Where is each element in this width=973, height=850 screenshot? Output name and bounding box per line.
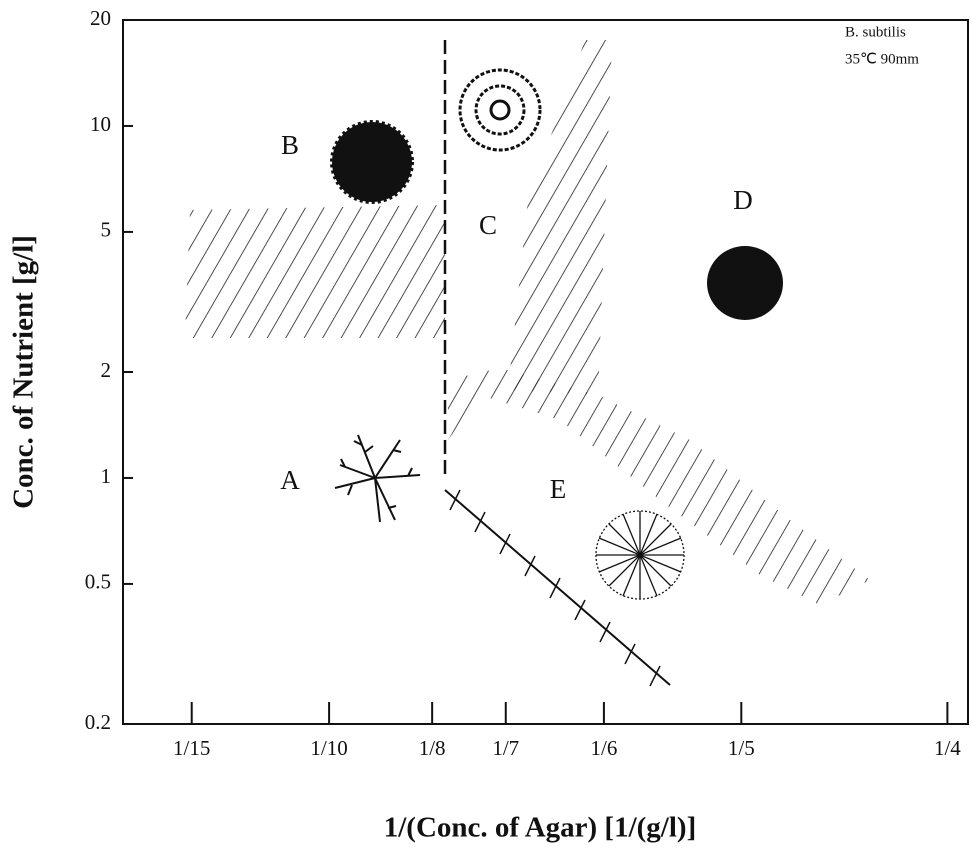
x-tick-label: 1/4	[934, 736, 961, 760]
region-label: B	[281, 130, 299, 160]
y-tick-label: 0.5	[85, 570, 111, 594]
x-tick-label: 1/7	[492, 736, 519, 760]
hatched-boundary	[448, 368, 870, 605]
x-tick-label: 1/10	[310, 736, 347, 760]
y-tick-label: 20	[90, 6, 111, 30]
hatched-boundary	[185, 205, 445, 338]
colony-concentric	[458, 68, 542, 152]
colony-dla	[334, 434, 421, 523]
colony-compact	[330, 120, 414, 204]
region-label: A	[280, 465, 300, 495]
region-label: C	[479, 210, 497, 240]
x-tick-label: 1/15	[173, 736, 210, 760]
colony-homogeneous	[707, 246, 783, 320]
x-axis-title: 1/(Conc. of Agar) [1/(g/l)]	[384, 812, 697, 844]
y-tick-label: 0.2	[85, 710, 111, 734]
region-label: E	[550, 474, 567, 504]
hatched-boundary	[508, 40, 612, 395]
y-tick-label: 1	[101, 464, 112, 488]
region-label: D	[733, 185, 753, 215]
annotation: B. subtilis	[845, 24, 906, 40]
y-axis-title: Conc. of Nutrient [g/l]	[8, 235, 40, 509]
y-tick-label: 2	[101, 358, 112, 382]
boundary-line	[444, 489, 671, 686]
colony-dense-branching	[595, 510, 685, 600]
y-tick-label: 10	[90, 112, 111, 136]
x-tick-label: 1/5	[728, 736, 755, 760]
annotation: 35℃ 90mm	[845, 51, 919, 67]
x-tick-label: 1/6	[590, 736, 617, 760]
x-tick-label: 1/8	[419, 736, 446, 760]
y-tick-label: 5	[101, 218, 112, 242]
boundary-crosses	[449, 489, 661, 687]
